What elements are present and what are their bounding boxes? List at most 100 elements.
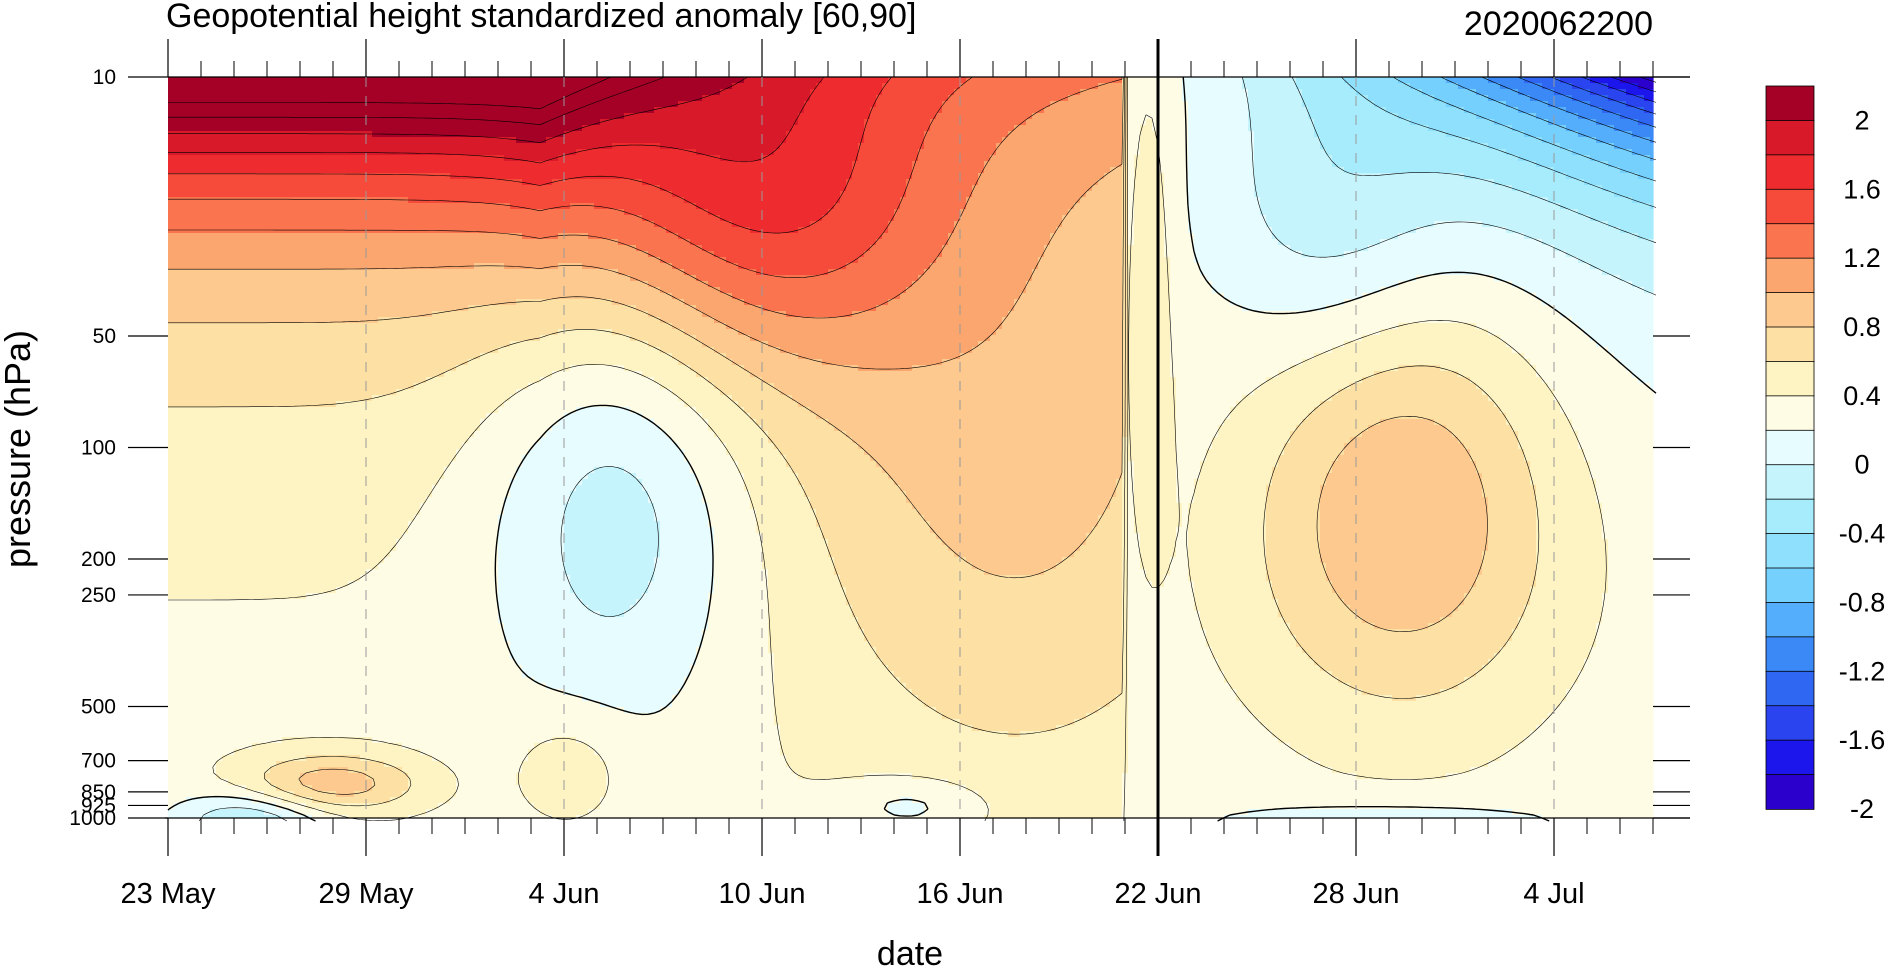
field-cell [300, 83, 307, 90]
field-cell [1452, 167, 1459, 174]
field-cell [1194, 125, 1201, 132]
field-cell [570, 143, 577, 150]
field-cell [306, 191, 313, 198]
field-cell [264, 77, 271, 84]
field-cell [372, 161, 379, 168]
field-cell [876, 185, 883, 192]
field-cell [984, 167, 991, 174]
field-cell [444, 149, 451, 156]
field-cell [876, 119, 883, 126]
field-cell [912, 101, 919, 108]
field-cell [360, 89, 367, 96]
field-cell [180, 131, 187, 138]
field-cell [552, 155, 559, 162]
field-cell [1560, 179, 1567, 186]
field-cell [564, 167, 571, 174]
field-cell [1512, 131, 1519, 138]
field-cell [1374, 185, 1381, 192]
field-cell [954, 125, 961, 132]
field-cell [186, 113, 193, 120]
field-cell [1044, 77, 1051, 84]
field-cell [420, 143, 427, 150]
field-cell [1050, 167, 1057, 174]
field-cell [1140, 155, 1147, 162]
field-cell [852, 113, 859, 120]
field-cell [846, 107, 853, 114]
field-cell [582, 95, 589, 102]
field-cell [174, 113, 181, 120]
field-cell [414, 83, 421, 90]
field-cell [528, 77, 535, 84]
field-cell [1032, 83, 1039, 90]
field-cell [696, 143, 703, 150]
field-cell [1374, 77, 1381, 84]
field-cell [1512, 143, 1519, 150]
field-cell [720, 155, 727, 162]
field-cell [258, 155, 265, 162]
field-cell [1392, 107, 1399, 114]
field-cell [1032, 89, 1039, 96]
field-cell [696, 137, 703, 144]
field-cell [1164, 131, 1171, 138]
field-cell [1464, 131, 1471, 138]
field-cell [1176, 89, 1183, 96]
field-cell [342, 89, 349, 96]
field-cell [402, 179, 409, 186]
field-cell [678, 185, 685, 192]
field-cell [1236, 167, 1243, 174]
field-cell [648, 125, 655, 132]
field-cell [624, 137, 631, 144]
field-cell [1296, 143, 1303, 150]
field-cell [1338, 155, 1345, 162]
field-cell [936, 77, 943, 84]
field-cell [570, 83, 577, 90]
field-cell [1032, 179, 1039, 186]
field-cell [582, 167, 589, 174]
field-cell [786, 107, 793, 114]
field-cell [366, 95, 373, 102]
field-cell [1488, 101, 1495, 108]
field-cell [984, 89, 991, 96]
field-cell [978, 137, 985, 144]
field-cell [1386, 179, 1393, 186]
field-cell [534, 107, 541, 114]
field-cell [288, 77, 295, 84]
field-cell [1116, 113, 1123, 120]
field-cell [192, 167, 199, 174]
field-cell [648, 143, 655, 150]
field-cell [366, 167, 373, 174]
field-cell [960, 125, 967, 132]
field-cell [1506, 131, 1513, 138]
field-cell [1260, 83, 1267, 90]
field-cell [318, 167, 325, 174]
field-cell [1422, 107, 1429, 114]
field-cell [1356, 191, 1363, 198]
field-cell [486, 77, 493, 84]
field-cell [438, 83, 445, 90]
field-cell [876, 173, 883, 180]
field-cell [834, 185, 841, 192]
field-cell [798, 185, 805, 192]
field-cell [792, 137, 799, 144]
field-cell [1188, 179, 1195, 186]
field-cell [552, 77, 559, 84]
field-cell [462, 191, 469, 198]
field-cell [228, 119, 235, 126]
field-cell [804, 119, 811, 126]
field-cell [690, 77, 697, 84]
field-cell [1188, 89, 1195, 96]
field-cell [906, 143, 913, 150]
field-cell [732, 125, 739, 132]
field-cell [180, 155, 187, 162]
field-cell [1128, 185, 1135, 192]
field-cell [828, 89, 835, 96]
field-cell [1398, 167, 1405, 174]
field-cell [318, 77, 325, 84]
field-cell [390, 191, 397, 198]
field-cell [576, 119, 583, 126]
field-cell [972, 107, 979, 114]
field-cell [858, 161, 865, 168]
field-cell [246, 101, 253, 108]
field-cell [1428, 173, 1435, 180]
field-cell [210, 125, 217, 132]
